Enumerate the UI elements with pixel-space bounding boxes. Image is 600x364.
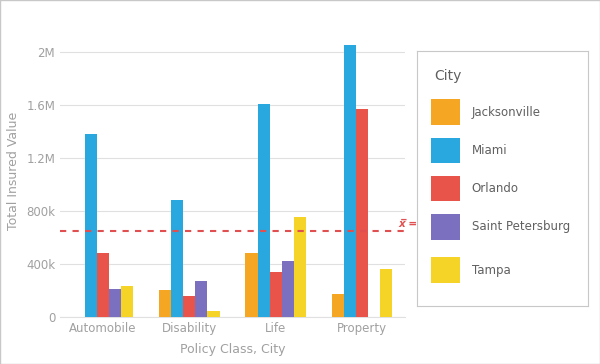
Text: Orlando: Orlando xyxy=(472,182,519,195)
Bar xyxy=(332,294,344,317)
Text: Saint Petersburg: Saint Petersburg xyxy=(472,220,570,233)
Bar xyxy=(269,272,281,317)
FancyBboxPatch shape xyxy=(431,214,460,240)
Bar xyxy=(380,269,392,317)
X-axis label: Policy Class, City: Policy Class, City xyxy=(180,343,285,356)
Text: City: City xyxy=(434,69,461,83)
Y-axis label: Total Insured Value: Total Insured Value xyxy=(7,112,20,230)
FancyBboxPatch shape xyxy=(431,99,460,125)
Bar xyxy=(85,134,97,317)
FancyBboxPatch shape xyxy=(431,176,460,201)
Bar xyxy=(294,217,306,317)
Bar xyxy=(97,253,109,317)
Text: x̅ = 644,466: x̅ = 644,466 xyxy=(398,219,469,229)
Bar xyxy=(208,311,220,317)
Bar xyxy=(245,253,257,317)
FancyBboxPatch shape xyxy=(431,257,460,283)
Bar xyxy=(159,290,171,317)
Bar xyxy=(184,296,196,317)
Text: Jacksonville: Jacksonville xyxy=(472,106,541,119)
Bar xyxy=(356,109,368,317)
Bar xyxy=(196,281,208,317)
Text: Tampa: Tampa xyxy=(472,264,511,277)
Bar xyxy=(344,46,356,317)
Bar xyxy=(109,289,121,317)
Bar xyxy=(121,286,133,317)
Bar xyxy=(257,104,269,317)
Bar xyxy=(281,261,294,317)
Text: Miami: Miami xyxy=(472,144,508,157)
FancyBboxPatch shape xyxy=(431,138,460,163)
Bar xyxy=(171,200,184,317)
